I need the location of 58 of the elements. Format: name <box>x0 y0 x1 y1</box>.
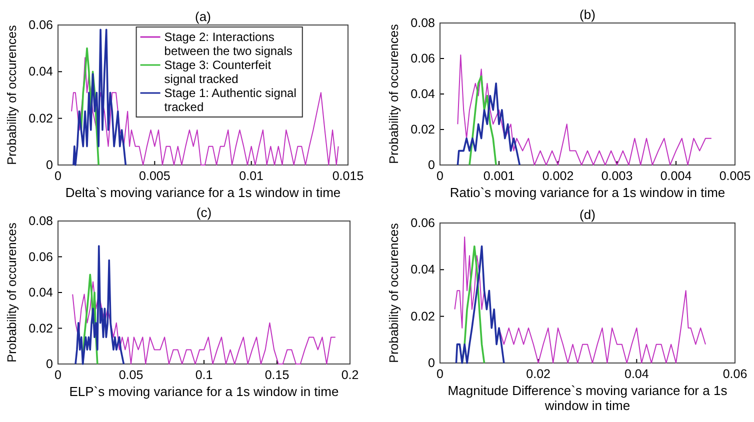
x-tick-label: 0.06 <box>722 366 748 381</box>
x-tick-label: 0.15 <box>264 368 290 382</box>
x-tick-label: 0.001 <box>483 168 515 183</box>
line-series <box>80 47 100 166</box>
chart-title: (a) <box>195 9 211 24</box>
y-tick-label: 0.04 <box>410 262 436 277</box>
line-series <box>457 54 712 166</box>
line-series <box>74 245 125 365</box>
y-tick-label: 0.02 <box>28 111 54 126</box>
y-axis-title: Probability of occurences <box>387 24 401 164</box>
x-tick-label: 0.005 <box>139 168 170 183</box>
x-tick-label: 0.05 <box>118 368 144 382</box>
x-axis-title: ELP`s moving variance for a 1s window in time <box>69 384 339 399</box>
chart-title: (b) <box>580 7 596 22</box>
x-tick-label: 0.2 <box>341 368 359 382</box>
x-tick-label: 0.1 <box>195 368 213 382</box>
line-series <box>71 57 339 166</box>
y-axis-title: Probability of occurences <box>5 222 19 362</box>
line-series <box>455 245 505 364</box>
legend-label: Stage 1: Authentic signal tracked <box>164 86 296 114</box>
y-tick-label: 0.08 <box>28 214 54 228</box>
y-tick-label: 0.02 <box>410 309 436 324</box>
legend-label: Stage 2: Interactions between the two signals <box>164 30 292 58</box>
chart-title: (c) <box>196 205 212 220</box>
x-tick-label: 0.04 <box>624 366 649 381</box>
y-tick-label: 0.06 <box>28 250 54 264</box>
y-tick-label: 0.06 <box>410 216 436 230</box>
x-axis-title: Magnitude Difference`s moving variance for a 1s window in time <box>448 383 728 413</box>
y-tick-label: 0.02 <box>410 122 436 136</box>
y-axis-title: Probability of occurences <box>5 25 19 165</box>
line-series <box>468 75 497 166</box>
y-tick-label: 0 <box>428 158 436 172</box>
y-tick-label: 0.08 <box>410 16 436 30</box>
y-tick-label: 0 <box>428 356 436 370</box>
y-tick-label: 0.06 <box>410 52 436 66</box>
line-series <box>456 82 521 166</box>
x-tick-label: 0.004 <box>660 168 692 183</box>
legend-label: Stage 3: Counterfeit signal tracked <box>164 58 272 86</box>
x-tick-label: 0.005 <box>719 168 751 183</box>
y-tick-label: 0.06 <box>28 18 54 32</box>
x-tick-label: 0.003 <box>601 168 633 183</box>
y-axis-title: Probability of occurences <box>387 223 401 363</box>
y-tick-label: 0.04 <box>28 64 54 79</box>
line-series <box>72 28 127 166</box>
line-series <box>461 245 486 364</box>
x-axis-title: Delta`s moving variance for a 1s window in time <box>65 185 341 200</box>
y-tick-label: 0.04 <box>410 87 436 101</box>
x-axis-title: Ratio`s moving variance for a 1s window in time <box>450 185 726 200</box>
line-series <box>72 281 336 364</box>
x-tick-label: 0.02 <box>526 366 551 381</box>
chart-title: (d) <box>580 207 596 222</box>
x-tick-label: 0.002 <box>542 168 574 183</box>
y-tick-label: 0 <box>46 158 54 172</box>
x-tick-label: 0.01 <box>239 168 264 183</box>
y-tick-label: 0.02 <box>28 321 54 336</box>
x-tick-label: 0.015 <box>332 168 364 183</box>
y-tick-label: 0.04 <box>28 286 54 300</box>
y-tick-label: 0 <box>46 357 54 371</box>
